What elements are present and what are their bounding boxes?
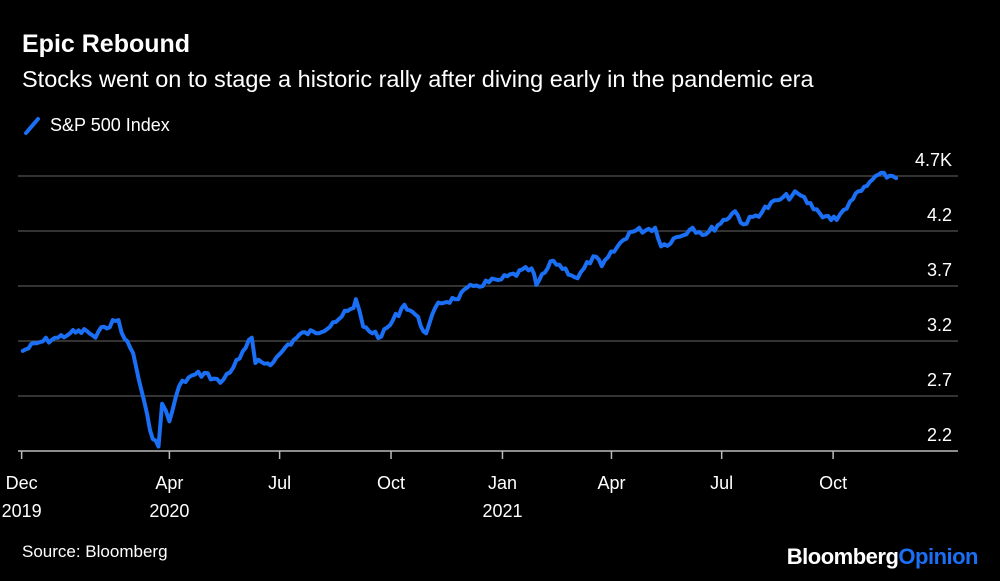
x-tick-label: Jul [268,473,291,493]
x-tick-label: Apr [155,473,183,493]
x-tick-label: Jul [710,473,733,493]
x-tick-year-label: 2019 [2,501,42,521]
y-tick-label: 2.2 [927,425,952,445]
x-tick-label: Apr [597,473,625,493]
series-layer [20,170,899,449]
x-tick-labels: Dec 2019 Apr 2020 Jul Oct Jan 2021 Apr Jul Oct [2,451,847,521]
x-tick-label: Jan [488,473,517,493]
y-tick-labels: 4.7K 4.2 3.7 3.2 2.7 2.2 [915,150,952,445]
chart-title: Epic Rebound [22,30,191,58]
x-tick-label: Dec [6,473,38,493]
x-tick-year-label: 2020 [149,501,189,521]
series-line-sp500 [20,170,899,449]
x-tick-label: Oct [377,473,405,493]
chart-legend: S&P 500 Index [22,115,170,136]
y-tick-label: 3.2 [927,315,952,335]
x-tick-year-label: 2021 [482,501,522,521]
brand-part1: Bloomberg [786,544,899,569]
legend-swatch [24,116,40,135]
legend-label: S&P 500 Index [50,115,170,135]
chart-subtitle: Stocks went on to stage a historic rally… [22,66,814,92]
grid-lines [18,175,958,452]
x-tick-label: Oct [819,473,847,493]
source-note: Source: Bloomberg [22,542,168,561]
y-tick-label: 4.2 [927,205,952,225]
y-tick-label: 4.7K [915,150,952,170]
y-tick-label: 2.7 [927,370,952,390]
brand-part2: Opinion [898,544,978,569]
y-tick-label: 3.7 [927,260,952,280]
brand-logo: BloombergOpinion [786,544,979,570]
